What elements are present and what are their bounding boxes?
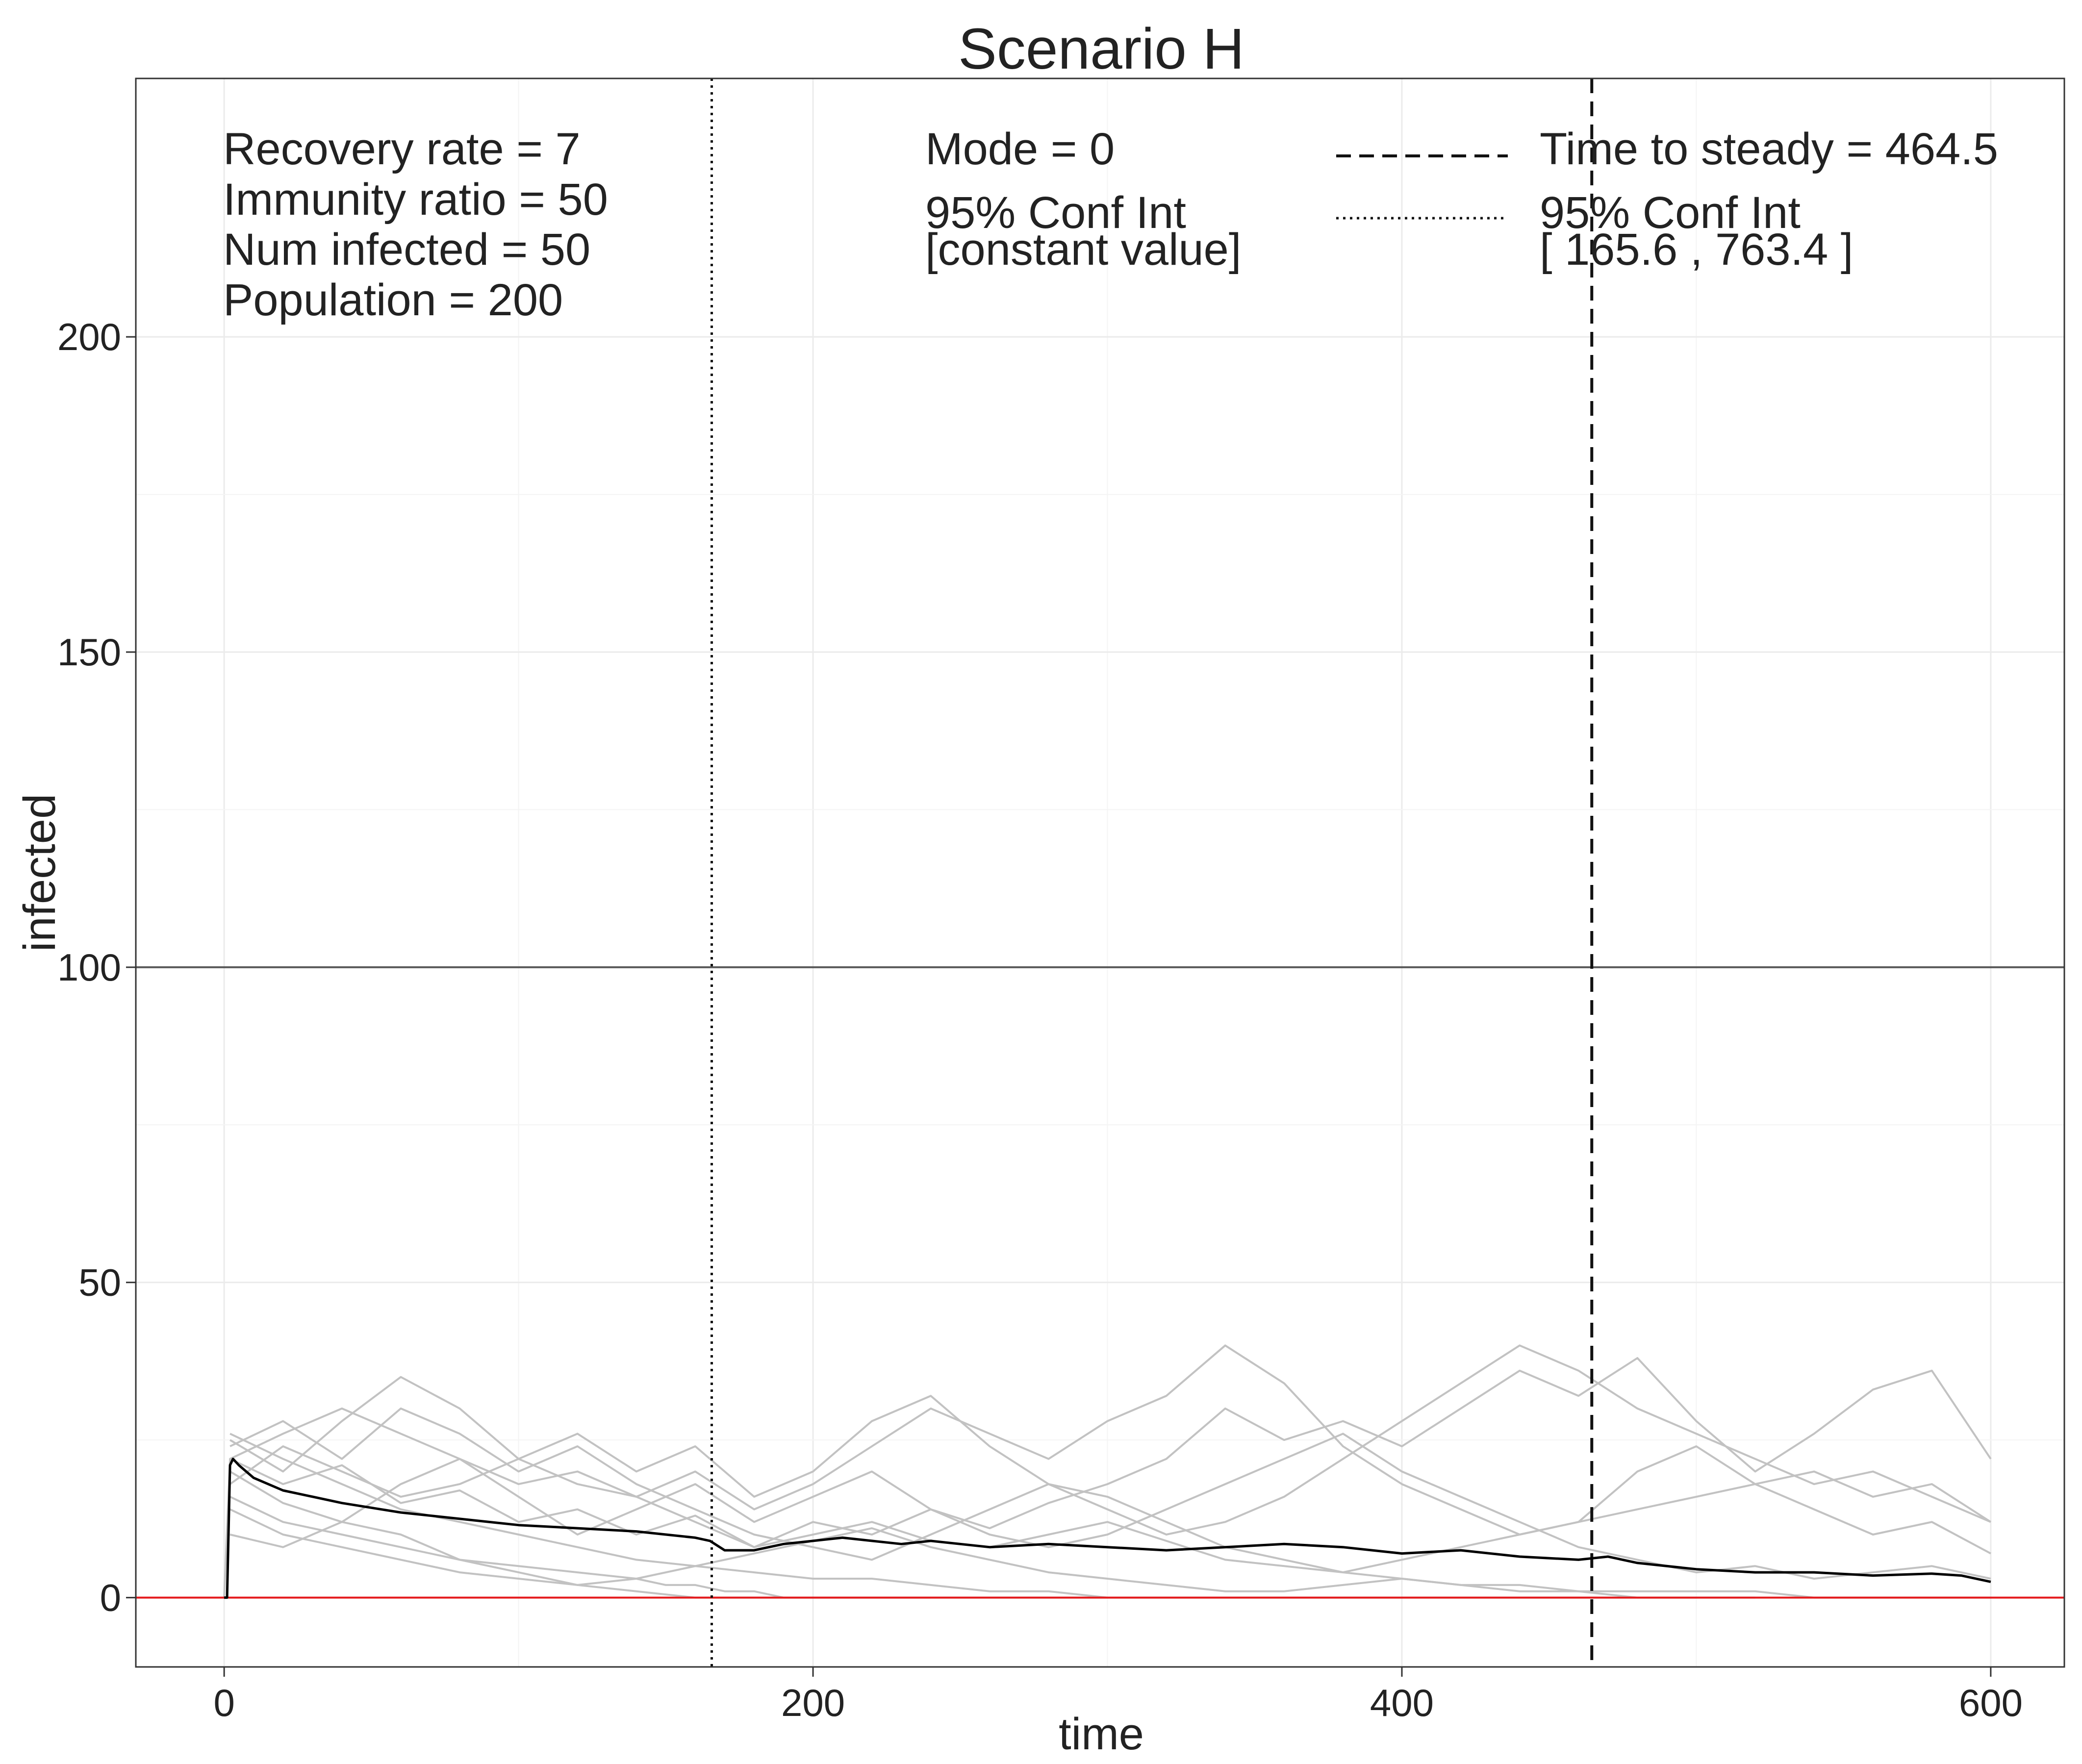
- steady-label: Time to steady = 464.5: [1540, 124, 1998, 174]
- plot-panel-border: [135, 77, 2065, 1668]
- steady-ci-label: 95% Conf Int: [1540, 188, 1801, 238]
- simulation-series-line: [229, 1407, 1991, 1574]
- y-tick-label: 0: [100, 1576, 121, 1619]
- annotations: Recovery rate = 7 Immunity ratio = 50 Nu…: [223, 124, 1998, 325]
- mode-ci-label: 95% Conf Int: [925, 188, 1186, 238]
- y-tick-label: 150: [57, 630, 121, 674]
- simulation-series-line: [229, 1344, 1991, 1536]
- simulation-series-line: [223, 1357, 1992, 1598]
- simulation-series-line: [229, 1407, 1991, 1599]
- simulation-series-line: [229, 1508, 1755, 1599]
- param-num-infected: Num infected = 50: [223, 225, 590, 275]
- x-tick-label: 400: [1370, 1681, 1434, 1724]
- simulation-series-line: [229, 1433, 1991, 1580]
- x-tick-label: 600: [1959, 1681, 2023, 1724]
- x-tick-label: 0: [213, 1681, 234, 1724]
- mean-series-line: [224, 1458, 1991, 1599]
- chart-title: Scenario H: [958, 17, 1244, 81]
- y-tick-label: 100: [57, 946, 121, 989]
- x-axis-label: time: [1059, 1709, 1144, 1759]
- simulation-series-line: [229, 1433, 1108, 1599]
- param-recovery-rate: Recovery rate = 7: [223, 124, 581, 174]
- mode-ci-value: [constant value]: [925, 225, 1241, 275]
- mode-label: Mode = 0: [925, 124, 1115, 174]
- steady-ci-value: [ 165.6 , 763.4 ]: [1540, 225, 1853, 275]
- x-tick-label: 200: [781, 1681, 845, 1724]
- param-population: Population = 200: [223, 275, 563, 325]
- y-tick-label: 200: [57, 315, 121, 358]
- y-tick-label: 50: [78, 1261, 121, 1304]
- param-immunity-ratio: Immunity ratio = 50: [223, 175, 608, 225]
- y-axis-label: infected: [15, 794, 65, 952]
